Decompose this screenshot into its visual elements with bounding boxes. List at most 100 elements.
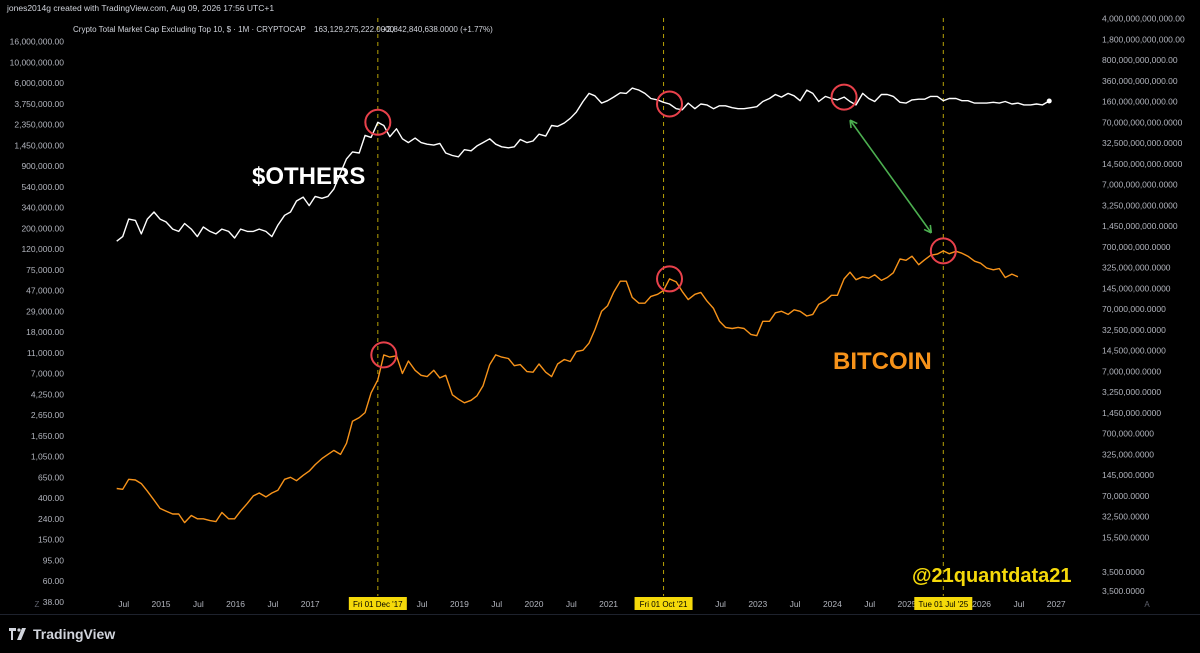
- plot-area[interactable]: [116, 18, 1052, 596]
- time-tick-label: Jul: [417, 599, 428, 609]
- legend-title: Crypto Total Market Cap Excluding Top 10…: [73, 25, 306, 34]
- right-tick-label: 700,000,000.0000: [1102, 242, 1171, 252]
- right-tick-label: 360,000,000,000.00: [1102, 76, 1178, 86]
- left-tick-label: 650.00: [38, 472, 64, 482]
- date-marker-badge: [634, 597, 693, 610]
- left-corner-label[interactable]: Z: [35, 600, 40, 609]
- left-tick-label: 2,350,000.00: [14, 120, 64, 130]
- time-tick-label: 2024: [823, 599, 842, 609]
- time-tick-label: Jul: [1013, 599, 1024, 609]
- credit-text: jones2014g created with TradingView.com,…: [6, 3, 274, 13]
- footer: TradingView: [0, 614, 1200, 653]
- peak-highlight-circle: [656, 265, 684, 293]
- time-tick-label: 2020: [525, 599, 544, 609]
- time-tick-label: Jul: [790, 599, 801, 609]
- others-last-point: [1046, 98, 1052, 104]
- bitcoin-annotation: BITCOIN: [833, 348, 932, 375]
- time-tick-label: Jul: [193, 599, 204, 609]
- legend-change: +2,842,840,638.0000 (+1.77%): [382, 25, 493, 34]
- time-tick-label: 2027: [1047, 599, 1066, 609]
- peak-highlight-circle: [364, 108, 392, 136]
- date-marker-label: Fri 01 Dec '17: [353, 600, 403, 609]
- left-tick-label: 6,000,000.00: [14, 78, 64, 88]
- peak-highlight-circle: [370, 341, 398, 369]
- left-tick-label: 200,000.00: [21, 223, 64, 233]
- time-axis[interactable]: Jul 2015 Jul 2016 Jul 2017 Jul 2019 Jul 2020 Jul 20…: [118, 597, 1066, 610]
- left-tick-label: 240.00: [38, 514, 64, 524]
- right-tick-label: 145,000.0000: [1102, 470, 1154, 480]
- right-tick-label: 145,000,000.0000: [1102, 283, 1171, 293]
- left-tick-label: 11,000.00: [27, 348, 64, 358]
- left-tick-label: 4,250.00: [31, 389, 64, 399]
- time-tick-label: 2026: [972, 599, 991, 609]
- time-tick-label: Jul: [491, 599, 502, 609]
- right-tick-label: 3,500.0000: [1102, 567, 1145, 577]
- left-tick-label: 75,000.00: [26, 265, 64, 275]
- date-marker-label: Tue 01 Jul '25: [918, 600, 968, 609]
- left-tick-label: 29,000.00: [26, 306, 64, 316]
- tradingview-logo-icon: [9, 628, 26, 640]
- time-tick-label: Jul: [864, 599, 875, 609]
- time-tick-label: 2025: [898, 599, 917, 609]
- time-tick-label: 2015: [152, 599, 171, 609]
- peak-highlight-circle: [656, 90, 684, 118]
- time-tick-label: Jul: [715, 599, 726, 609]
- left-tick-label: 900,000.00: [21, 161, 64, 171]
- right-tick-label: 32,500.0000: [1102, 512, 1150, 522]
- right-tick-label: 32,500,000.0000: [1102, 325, 1166, 335]
- right-tick-label: 3,250,000,000.0000: [1102, 200, 1178, 210]
- legend-value: 163,129,275,222.0000: [314, 25, 395, 34]
- right-tick-label: 70,000,000,000.0000: [1102, 117, 1183, 127]
- chart: 16,000,000.00 10,000,000.00 6,000,000.00 3,…: [6, 3, 1185, 610]
- right-tick-label: 1,800,000,000,000.00: [1102, 34, 1185, 44]
- comparison-arrow: [849, 119, 932, 234]
- others-series-line[interactable]: [116, 87, 1050, 242]
- right-corner-label[interactable]: A: [1144, 600, 1150, 609]
- time-tick-label: Jul: [267, 599, 278, 609]
- right-tick-label: 32,500,000,000.0000: [1102, 138, 1183, 148]
- left-tick-label: 400.00: [38, 493, 64, 503]
- date-marker-badge: [348, 597, 407, 610]
- left-tick-label: 1,650.00: [31, 431, 64, 441]
- bitcoin-series-line[interactable]: [116, 250, 1019, 524]
- time-tick-label: Jul: [566, 599, 577, 609]
- right-tick-label: 70,000,000.0000: [1102, 304, 1166, 314]
- time-tick-label: 2019: [450, 599, 469, 609]
- left-tick-label: 3,750,000.00: [14, 99, 64, 109]
- right-tick-label: 7,000,000,000.0000: [1102, 180, 1178, 190]
- left-tick-label: 540,000.00: [21, 182, 64, 192]
- time-tick-label: Jul: [118, 599, 129, 609]
- left-tick-label: 1,450,000.00: [14, 140, 64, 150]
- time-tick-label: 2023: [748, 599, 767, 609]
- date-marker-badge: [914, 597, 973, 610]
- tradingview-logo[interactable]: TradingView: [9, 626, 115, 642]
- time-tick-label: 2021: [599, 599, 618, 609]
- left-tick-label: 7,000.00: [31, 369, 64, 379]
- right-tick-label: 14,500,000,000.0000: [1102, 159, 1183, 169]
- right-tick-label: 14,500,000.0000: [1102, 346, 1166, 356]
- right-tick-label: 1,450,000.0000: [1102, 408, 1161, 418]
- peak-highlight-circle: [830, 83, 858, 111]
- left-tick-label: 18,000.00: [26, 327, 64, 337]
- left-tick-label: 150.00: [38, 535, 64, 545]
- right-price-axis[interactable]: 4,000,000,000,000.00 1,800,000,000,000.00…: [1102, 14, 1185, 597]
- right-tick-label: 700,000.0000: [1102, 429, 1154, 439]
- right-tick-label: 800,000,000,000.00: [1102, 55, 1178, 65]
- right-tick-label: 3,250,000.0000: [1102, 387, 1161, 397]
- left-tick-label: 38.00: [43, 597, 65, 607]
- left-price-axis[interactable]: 16,000,000.00 10,000,000.00 6,000,000.00 3,…: [10, 37, 65, 607]
- date-marker-label: Fri 01 Oct '21: [640, 600, 688, 609]
- right-tick-label: 70,000.0000: [1102, 491, 1150, 501]
- left-tick-label: 95.00: [43, 555, 65, 565]
- others-annotation: $OTHERS: [252, 163, 365, 190]
- time-tick-label: 2016: [226, 599, 245, 609]
- left-tick-label: 2,650.00: [31, 410, 64, 420]
- arrow-head-icon: [923, 224, 933, 234]
- left-tick-label: 120,000.00: [21, 244, 64, 254]
- left-tick-label: 60.00: [43, 576, 65, 586]
- left-tick-label: 47,000.00: [26, 286, 64, 296]
- right-tick-label: 7,000,000.0000: [1102, 366, 1161, 376]
- right-tick-label: 325,000,000.0000: [1102, 263, 1171, 273]
- right-tick-label: 1,450,000,000.0000: [1102, 221, 1178, 231]
- right-tick-label: 325,000.0000: [1102, 449, 1154, 459]
